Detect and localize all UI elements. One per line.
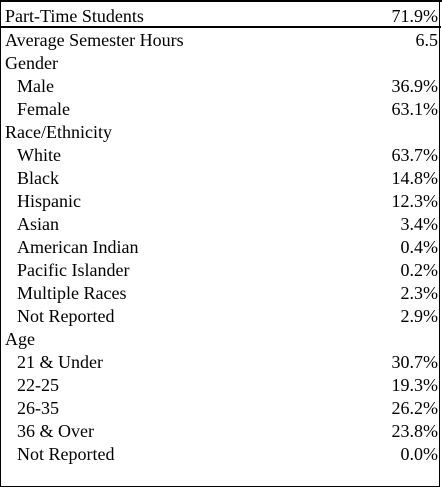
row-label: American Indian — [17, 237, 139, 257]
table-row: Female 63.1% — [1, 98, 441, 121]
row-label: Gender — [5, 53, 58, 73]
row-label: Not Reported — [17, 306, 115, 326]
row-value: 63.1% — [391, 99, 439, 119]
table-row: 26-35 26.2% — [1, 397, 441, 420]
table-row: Multiple Races 2.3% — [1, 282, 441, 305]
row-value: 2.9% — [400, 306, 439, 326]
row-label: Pacific Islander — [17, 260, 130, 280]
row-label: Male — [17, 76, 54, 96]
row-value: 19.3% — [391, 375, 439, 395]
table-row: Male 36.9% — [1, 75, 441, 98]
table-row: 36 & Over 23.8% — [1, 420, 441, 443]
table-section-row: Average Semester Hours 6.5 — [1, 29, 441, 52]
table-header-row: Part-Time Students 71.9% — [1, 4, 441, 28]
row-label: 22-25 — [17, 375, 59, 395]
table-row: 21 & Under 30.7% — [1, 351, 441, 374]
row-value: 2.3% — [400, 283, 439, 303]
table-row: Asian 3.4% — [1, 213, 441, 236]
table-row: Hispanic 12.3% — [1, 190, 441, 213]
row-value: 63.7% — [391, 145, 439, 165]
header-value: 71.9% — [391, 6, 439, 26]
table-row: American Indian 0.4% — [1, 236, 441, 259]
row-value: 26.2% — [391, 398, 439, 418]
row-value: 12.3% — [391, 191, 439, 211]
table-row: Pacific Islander 0.2% — [1, 259, 441, 282]
row-value: 3.4% — [400, 214, 439, 234]
row-value: 30.7% — [391, 352, 439, 372]
row-label: Black — [17, 168, 59, 188]
row-label: Multiple Races — [17, 283, 127, 303]
row-label: Race/Ethnicity — [5, 122, 112, 142]
row-label: Age — [5, 329, 35, 349]
table-section-row: Gender — [1, 52, 441, 75]
row-label: Asian — [17, 214, 59, 234]
row-value: 0.4% — [400, 237, 439, 257]
header-label: Part-Time Students — [5, 6, 144, 26]
row-value: 36.9% — [391, 76, 439, 96]
row-label: 36 & Over — [17, 421, 94, 441]
table-row: Black 14.8% — [1, 167, 441, 190]
row-value: 6.5 — [415, 30, 439, 50]
row-label: Hispanic — [17, 191, 81, 211]
table-row: White 63.7% — [1, 144, 441, 167]
table-section-row: Race/Ethnicity — [1, 121, 441, 144]
row-value: 14.8% — [391, 168, 439, 188]
row-value: 0.0% — [400, 444, 439, 464]
row-value: 0.2% — [400, 260, 439, 280]
top-rule — [0, 0, 442, 2]
table-row: Not Reported 2.9% — [1, 305, 441, 328]
table-row: Not Reported 0.0% — [1, 443, 441, 466]
row-label: 21 & Under — [17, 352, 103, 372]
row-label: White — [17, 145, 61, 165]
table-section-row: Age — [1, 328, 441, 351]
row-label: 26-35 — [17, 398, 59, 418]
row-value: 23.8% — [391, 421, 439, 441]
row-label: Female — [17, 99, 70, 119]
row-label: Average Semester Hours — [5, 30, 184, 50]
row-label: Not Reported — [17, 444, 115, 464]
table-row: 22-25 19.3% — [1, 374, 441, 397]
